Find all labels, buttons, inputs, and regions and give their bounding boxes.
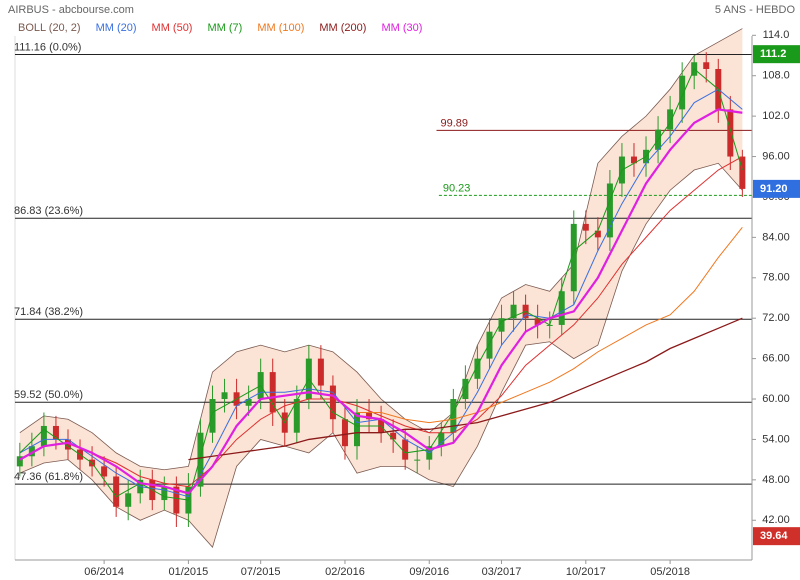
candle-body (414, 459, 421, 461)
candle-body (64, 439, 71, 450)
legend-entry: MM (20) (96, 22, 137, 34)
candle-body (221, 392, 228, 400)
level-label: 47.36 (61.8%) (14, 471, 83, 483)
y-tick-label: 48.00 (762, 474, 790, 486)
candle-body (161, 486, 168, 501)
candle-body (703, 62, 710, 69)
candle-body (317, 358, 324, 386)
candle-body (28, 446, 35, 457)
y-tick-label: 102.0 (762, 110, 790, 122)
chart-title: AIRBUS - abcbourse.com (8, 4, 134, 16)
price-label-box (753, 179, 800, 198)
bollinger-upper (19, 28, 743, 471)
x-tick-label: 05/2018 (650, 566, 690, 578)
candle-body (209, 399, 216, 433)
candle-body (293, 399, 300, 433)
period-label: 5 ANS - HEBDO (715, 4, 796, 16)
legend-entry: MM (7) (207, 22, 242, 34)
candle-body (594, 230, 601, 238)
price-label-box (753, 527, 800, 546)
legend-entry: BOLL (20, 2) (18, 22, 81, 34)
candle-body (245, 399, 252, 406)
level-label: 86.83 (23.6%) (14, 205, 83, 217)
candle-body (534, 318, 541, 325)
y-tick-label: 84.00 (762, 231, 790, 243)
candle-body (510, 304, 517, 319)
candle-body (498, 318, 505, 332)
x-tick-label: 09/2016 (409, 566, 449, 578)
legend-entry: MM (100) (257, 22, 304, 34)
candle-body (606, 183, 613, 238)
legend-entry: MM (30) (381, 22, 422, 34)
y-tick-label: 114.0 (763, 29, 790, 41)
y-tick-label: 108.0 (762, 70, 790, 82)
price-label-box (753, 45, 800, 64)
candle-body (450, 399, 457, 433)
bollinger-lower (19, 162, 743, 549)
price-label: 39.64 (760, 530, 788, 542)
level-label: 59.52 (50.0%) (14, 389, 83, 401)
legend-entry: MM (200) (319, 22, 366, 34)
x-tick-label: 06/2014 (84, 566, 124, 578)
candle-body (438, 432, 445, 447)
price-label: 111.2 (760, 48, 786, 60)
candle-body (329, 385, 336, 420)
candle-body (101, 466, 108, 477)
candle-body (582, 223, 589, 231)
level-label: 111.16 (0.0%) (14, 41, 81, 53)
candle-body (558, 291, 565, 325)
moving-average (357, 226, 743, 424)
y-tick-label: 60.00 (762, 393, 790, 405)
x-tick-label: 02/2016 (325, 566, 365, 578)
x-tick-label: 10/2017 (566, 566, 606, 578)
candle-body (40, 425, 47, 447)
candle-body (630, 156, 637, 164)
y-tick-label: 66.00 (762, 353, 790, 365)
candle-body (16, 456, 23, 467)
moving-average (188, 317, 743, 461)
y-tick-label: 72.00 (762, 312, 790, 324)
candle-body (679, 75, 686, 110)
bollinger-fill (19, 28, 743, 548)
candle-body (173, 486, 180, 514)
price-label: 91.20 (760, 183, 788, 195)
candle-body (113, 476, 120, 507)
candle-body (52, 425, 59, 440)
candle-body (341, 419, 348, 447)
y-tick-label: 96.00 (762, 150, 790, 162)
candle-body (197, 432, 204, 487)
y-tick-label: 78.00 (762, 272, 790, 284)
y-tick-label: 54.00 (762, 433, 790, 445)
candle-body (474, 358, 481, 379)
candle-body (354, 412, 361, 447)
x-tick-label: 03/2017 (482, 566, 522, 578)
partial-level-label: 99.89 (440, 117, 468, 129)
candle-body (366, 412, 373, 420)
x-tick-label: 07/2015 (241, 566, 281, 578)
partial-level-label: 90.23 (443, 182, 471, 194)
candle-body (667, 109, 674, 130)
legend-entry: MM (50) (152, 22, 193, 34)
candle-body (125, 493, 132, 507)
candle-body (570, 223, 577, 292)
level-label: 71.84 (38.2%) (14, 306, 83, 318)
candle-body (390, 432, 397, 440)
candle-body (486, 331, 493, 359)
x-tick-label: 01/2015 (169, 566, 209, 578)
candle-body (727, 109, 734, 157)
y-tick-label: 42.00 (762, 514, 790, 526)
moving-average (19, 108, 743, 495)
candle-body (739, 156, 746, 189)
candle-body (402, 439, 409, 460)
